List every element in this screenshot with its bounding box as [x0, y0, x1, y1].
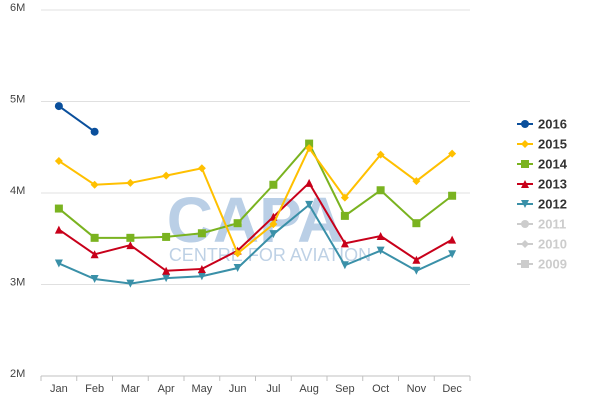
data-point — [197, 164, 206, 173]
x-tick-label: Sep — [335, 383, 355, 395]
data-point — [412, 266, 421, 275]
data-point — [340, 211, 349, 220]
x-tick-label: Nov — [407, 383, 427, 395]
series-line — [58, 141, 453, 239]
series-line — [58, 203, 453, 285]
legend-label: 2009 — [538, 256, 567, 271]
data-point — [126, 279, 135, 288]
data-point — [233, 264, 242, 273]
data-point — [305, 178, 314, 187]
series-line — [58, 105, 96, 133]
x-tick-label: Dec — [442, 383, 462, 395]
data-point — [376, 232, 385, 241]
x-tick-label: Oct — [372, 383, 389, 395]
legend-marker — [521, 140, 529, 148]
data-point — [305, 144, 314, 153]
data-point — [197, 264, 206, 273]
x-tick-label: Apr — [158, 383, 175, 395]
legend-marker — [521, 260, 529, 268]
data-point — [269, 230, 278, 239]
legend-marker — [521, 180, 529, 188]
data-point — [269, 220, 278, 229]
data-point — [448, 235, 457, 244]
y-tick-label: 5M — [10, 93, 25, 105]
data-point — [376, 150, 385, 159]
x-tick-label: Feb — [85, 383, 104, 395]
series-line — [58, 146, 453, 256]
y-tick-label: 2M — [10, 368, 25, 380]
legend-label: 2011 — [538, 216, 566, 231]
data-point — [412, 177, 421, 186]
x-tick-label: Mar — [121, 383, 140, 395]
data-point — [90, 180, 99, 189]
data-point — [340, 239, 349, 248]
data-point — [54, 225, 63, 234]
watermark-sub: CENTRE FOR AVIATION — [169, 245, 371, 265]
x-tick-label: Jun — [229, 383, 247, 395]
data-point — [448, 191, 457, 200]
legend-label: 2014 — [538, 156, 568, 171]
data-point — [269, 180, 278, 189]
data-point — [162, 274, 171, 283]
legend-label: 2015 — [538, 136, 567, 151]
data-point — [448, 250, 457, 259]
data-point — [162, 266, 171, 275]
data-point — [90, 127, 99, 136]
x-tick-label: Jul — [266, 383, 280, 395]
data-point — [197, 272, 206, 281]
legend-marker — [521, 120, 529, 128]
data-point — [340, 261, 349, 270]
legend-marker — [521, 160, 529, 168]
series-line — [58, 181, 453, 272]
legend-marker — [521, 200, 529, 208]
data-point — [233, 219, 242, 228]
data-point — [305, 200, 314, 209]
data-point — [54, 156, 63, 165]
y-tick-label: 4M — [10, 185, 25, 197]
x-tick-label: May — [191, 383, 212, 395]
data-point — [162, 171, 171, 180]
data-point — [54, 259, 63, 268]
data-point — [197, 229, 206, 238]
legend-label: 2016 — [538, 116, 567, 131]
data-point — [376, 246, 385, 255]
data-point — [233, 249, 242, 258]
legend-label: 2013 — [538, 176, 567, 191]
data-point — [412, 219, 421, 228]
data-point — [90, 250, 99, 259]
data-point — [340, 193, 349, 202]
data-point — [376, 186, 385, 195]
legend-marker — [521, 240, 529, 248]
watermark: CAPA — [167, 184, 344, 256]
data-point — [126, 241, 135, 250]
y-tick-label: 6M — [10, 2, 25, 14]
data-point — [54, 102, 63, 111]
data-point — [448, 149, 457, 158]
x-tick-label: Aug — [299, 383, 319, 395]
data-point — [90, 233, 99, 242]
data-point — [412, 255, 421, 264]
data-point — [162, 232, 171, 241]
data-point — [54, 204, 63, 213]
legend-marker — [521, 220, 529, 228]
legend-label: 2010 — [538, 236, 567, 251]
data-point — [90, 275, 99, 284]
x-tick-label: Jan — [50, 383, 68, 395]
y-tick-label: 3M — [10, 276, 25, 288]
data-point — [126, 178, 135, 187]
legend-label: 2012 — [538, 196, 567, 211]
data-point — [305, 139, 314, 148]
data-point — [126, 233, 135, 242]
